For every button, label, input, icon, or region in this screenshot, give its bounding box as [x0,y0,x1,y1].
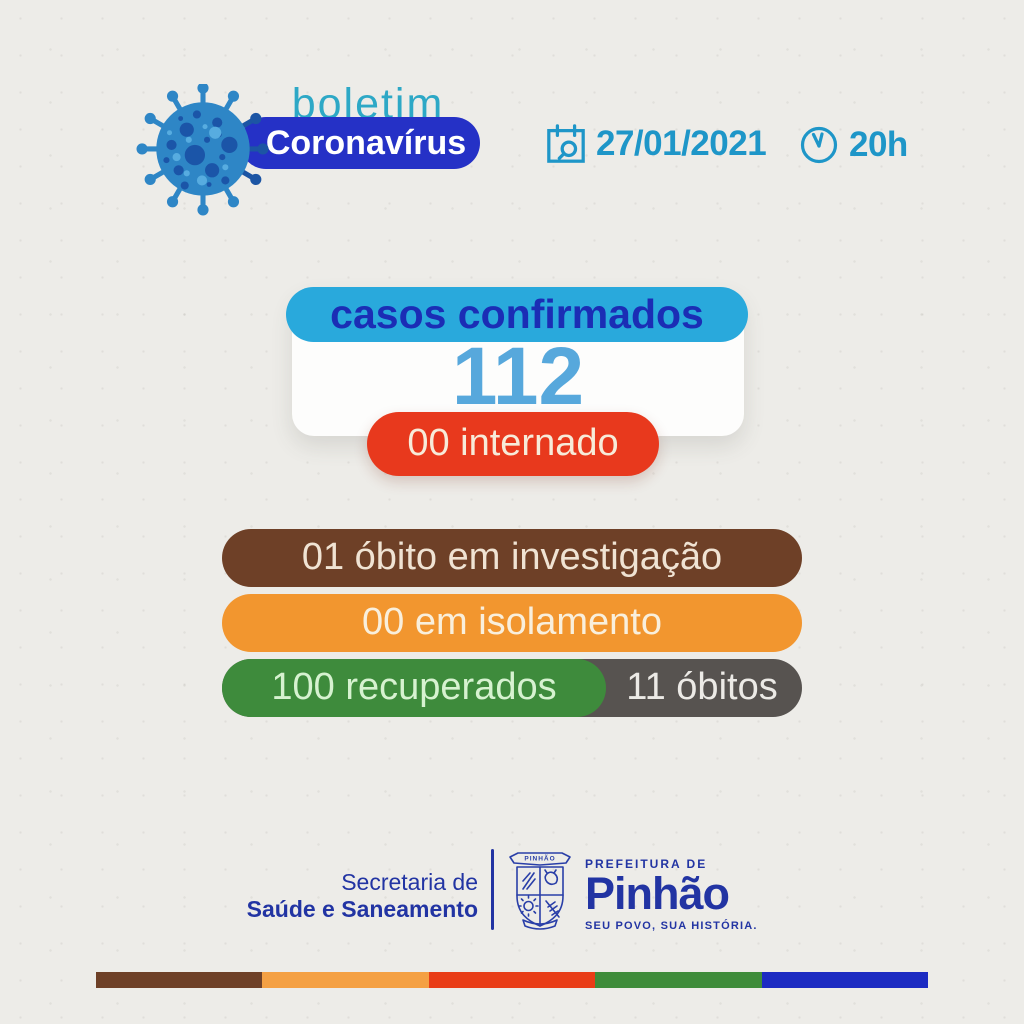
prefecture-name: Pinhão [585,868,730,919]
department-line2: Saúde e Saneamento [246,896,478,922]
bar-segment-green [595,972,762,988]
bar-segment-orange [262,972,429,988]
recovered-deaths-row: 11 óbitos 100 recuperados [222,659,802,717]
calendar-icon [547,124,585,163]
death-investigation-pill: 01 óbito em investigação [222,529,802,587]
deaths-label: 11 óbitos [626,666,778,708]
prefecture-brand: PREFEITURA DE Pinhão SEU POVO, SUA HISTÓ… [585,857,758,932]
bulletin-title-pill: Coronavírus [240,117,480,169]
report-date-text: 27/01/2021 [596,124,767,163]
crest-banner-text: PINHÃO [524,854,555,863]
recovered-pill: 100 recuperados [222,659,606,717]
report-date: 27/01/2021 [545,123,767,165]
bar-segment-blue [761,972,929,988]
hospitalized-pill: 00 internado [367,412,659,476]
confirmed-cases-count: 112 [451,331,585,422]
bar-segment-red [428,972,596,988]
bulletin-title: Coronavírus [265,124,467,162]
coronavirus-icon [136,84,269,216]
bar-segment-brown [96,972,263,988]
prefecture-slogan: SEU POVO, SUA HISTÓRIA. [585,920,758,932]
footer-divider [491,849,494,930]
isolation-pill: 00 em isolamento [222,594,802,652]
clock-icon [800,126,838,164]
report-time: 20h [799,125,908,165]
prefecture-kicker: PREFEITURA DE [585,857,708,871]
confirmed-cases-header: casos confirmados [286,287,748,342]
report-time-text: 20h [849,125,908,164]
pinhao-coat-of-arms: PINHÃO [509,852,571,930]
department-name: Secretaria de Saúde e Saneamento [180,869,478,923]
footer-color-bar [96,972,929,988]
department-line1: Secretaria de [341,869,478,895]
